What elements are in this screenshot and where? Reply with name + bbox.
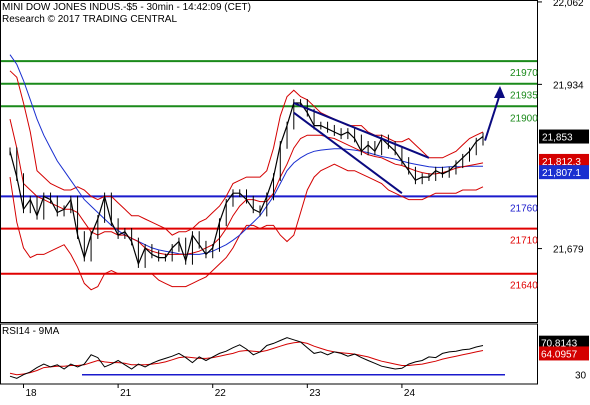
value-tag-2: 21,807.1 <box>542 168 581 179</box>
x-tick-label: 21 <box>120 388 132 399</box>
rsi-panel-frame <box>0 323 538 385</box>
y-tick-label: 21,934 <box>553 80 584 91</box>
rsi-value-tag-1: 64.0957 <box>541 349 578 360</box>
rsi-value-tag-bg <box>539 335 589 350</box>
level-label-21970: 21970 <box>510 68 538 79</box>
rsi-value-tag-0: 70.8143 <box>541 339 578 350</box>
level-label-21640: 21640 <box>510 281 538 292</box>
x-tick-label: 18 <box>26 388 38 399</box>
chart-header-copyright: Research © 2017 TRADING CENTRAL <box>2 14 178 25</box>
rsi-panel-title: RSI14 - 9MA <box>2 326 60 337</box>
rsi-ma-line <box>9 341 484 376</box>
projection-arrow-head <box>494 86 505 98</box>
x-tick-label: 22 <box>215 388 227 399</box>
level-label-21710: 21710 <box>510 236 538 247</box>
rsi-line <box>9 337 484 379</box>
rsi-value-tag-bg <box>539 346 589 361</box>
level-label-21900: 21900 <box>510 113 538 124</box>
x-tick-label: 24 <box>404 388 416 399</box>
level-label-21935: 21935 <box>510 91 538 102</box>
price-panel-frame <box>0 0 538 323</box>
value-tag-bg <box>539 153 589 168</box>
chart-header-title: MINI DOW JONES INDUS.-$5 - 30min - 14:42… <box>2 2 251 13</box>
x-tick-label: 23 <box>309 388 321 399</box>
value-tag-1: 21,812.3 <box>542 157 581 168</box>
y-tick-label: 22,062 <box>553 0 584 9</box>
y-tick-label: 21,679 <box>553 245 584 256</box>
value-tag-0: 21,853 <box>542 133 573 144</box>
trend-channel-upper <box>293 102 430 159</box>
level-label-21760: 21760 <box>510 203 538 214</box>
bollinger-lower-line <box>9 163 484 291</box>
projection-arrow-shaft <box>484 93 501 141</box>
value-tag-bg <box>539 129 589 144</box>
rsi-tick-label: 30 <box>575 371 587 382</box>
moving-average-blue-line <box>9 54 483 255</box>
price-close-line <box>9 102 484 266</box>
value-tag-bg <box>539 165 589 180</box>
moving-average-red-line <box>9 118 484 255</box>
trend-channel-lower <box>293 111 403 195</box>
bollinger-upper-line <box>9 70 484 236</box>
